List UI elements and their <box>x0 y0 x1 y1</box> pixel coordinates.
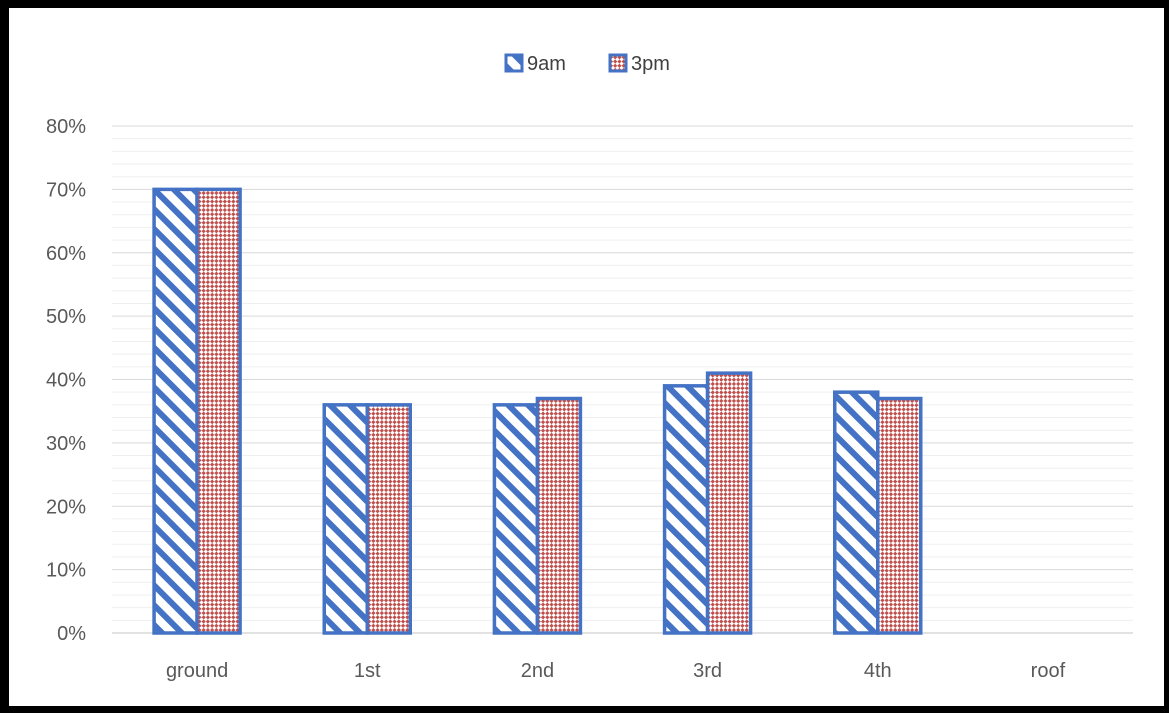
bar-9am-2nd <box>492 403 540 635</box>
bar-9am-ground <box>152 187 199 635</box>
legend-label-3pm: 3pm <box>631 53 670 75</box>
x-tick-label: 2nd <box>521 660 554 682</box>
x-tick-label: 1st <box>354 660 381 682</box>
y-tick-label: 50% <box>46 306 86 328</box>
legend-label-9am: 9am <box>527 53 566 75</box>
bar-3pm-4th <box>876 396 923 635</box>
bar-9am-4th <box>833 390 880 635</box>
y-tick-label: 20% <box>46 496 86 518</box>
bars <box>152 187 923 635</box>
x-tick-label: 4th <box>864 660 892 682</box>
y-tick-label: 10% <box>46 560 86 582</box>
legend-swatch-3pm <box>608 53 628 73</box>
x-tick-label: roof <box>1031 660 1066 682</box>
bar-3pm-3rd <box>705 371 753 635</box>
legend-swatch-9am <box>504 53 524 73</box>
bar-9am-3rd <box>662 384 710 635</box>
y-tick-label: 80% <box>46 116 86 138</box>
x-tick-label: ground <box>166 660 228 682</box>
y-tick-label: 40% <box>46 370 86 392</box>
y-tick-label: 30% <box>46 433 86 455</box>
legend: 9am 3pm <box>504 53 670 75</box>
bar-3pm-ground <box>195 187 242 635</box>
x-axis-tick-labels: ground 1st 2nd 3rd 4th roof <box>166 660 1066 682</box>
y-tick-label: 60% <box>46 243 86 265</box>
x-tick-label: 3rd <box>693 660 722 682</box>
bar-3pm-1st <box>365 403 412 635</box>
y-tick-label: 0% <box>57 623 86 645</box>
bar-9am-1st <box>322 403 369 635</box>
y-axis-tick-labels: 0% 10% 20% 30% 40% 50% 60% 70% 80% <box>46 116 86 645</box>
bar-3pm-2nd <box>535 396 583 635</box>
y-tick-label: 70% <box>46 179 86 201</box>
gridlines <box>112 125 1133 634</box>
